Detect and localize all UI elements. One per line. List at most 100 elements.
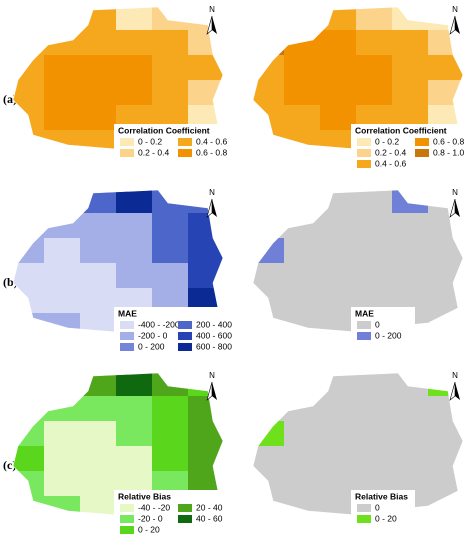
- map-cell: [356, 446, 393, 472]
- north-label: N: [452, 5, 458, 14]
- legend-label: -400 - -200: [138, 319, 180, 329]
- map-cell: [428, 263, 463, 289]
- legend: Relative Bias-40 - -20 20 - 40 -20 - 0 40 -…: [114, 490, 232, 539]
- legend-label: 0 - 0.2: [138, 136, 162, 146]
- map-cell: [284, 421, 321, 447]
- map-cell: [428, 421, 463, 447]
- map-cell: [80, 105, 117, 131]
- map-cell: [44, 55, 81, 81]
- legend-swatch: [357, 138, 371, 146]
- map-cell: [356, 396, 393, 422]
- map-cell: [320, 313, 357, 333]
- map-cell: [13, 130, 45, 150]
- map-cell: [44, 190, 81, 214]
- legend-label: 0 - 20: [138, 524, 160, 534]
- legend-label: -40 - -20: [138, 502, 170, 512]
- map-cell: [320, 130, 357, 150]
- panel-label: (c): [3, 458, 16, 472]
- map-cell: [392, 446, 429, 472]
- legend-swatch: [120, 332, 134, 340]
- north-arrow: [449, 15, 456, 35]
- map-cell: [188, 213, 223, 239]
- map-cell: [116, 238, 153, 264]
- map-cell: [392, 373, 429, 397]
- map-cell: [320, 288, 357, 314]
- north-arrow: [455, 16, 460, 34]
- map-cell: [428, 55, 463, 81]
- map-cell: [320, 496, 357, 516]
- legend-label: 0 - 200: [375, 330, 402, 340]
- map-cell: [80, 55, 117, 81]
- north-arrow: [455, 382, 460, 400]
- map-cell: [428, 288, 463, 314]
- map-cell: [284, 190, 321, 214]
- map-cell: [188, 80, 223, 106]
- map-cell: [13, 288, 45, 314]
- map-cell: [356, 263, 393, 289]
- map-cell: [44, 105, 81, 131]
- map-cell: [392, 30, 429, 56]
- map-cell: [80, 80, 117, 106]
- north-arrow: [206, 198, 213, 218]
- legend-label: 0.4 - 0.6: [375, 158, 406, 168]
- map-cell: [392, 80, 429, 106]
- map-cell: [320, 105, 357, 131]
- map-cell: [392, 213, 429, 239]
- north-arrow: [455, 199, 460, 217]
- map-cell: [253, 263, 285, 289]
- legend-swatch: [120, 138, 134, 146]
- legend-swatch: [415, 149, 429, 157]
- legend-label: 0.6 - 0.8: [433, 136, 464, 146]
- legend-title: Correlation Coefficient: [118, 125, 210, 135]
- map-cell: [356, 421, 393, 447]
- map-cell: [13, 238, 45, 264]
- legend-label: 200 - 400: [196, 319, 232, 329]
- map-cell: [152, 373, 189, 397]
- map-cell: [284, 213, 321, 239]
- legend-swatch: [120, 149, 134, 157]
- map-cell: [253, 496, 285, 516]
- map-cell: [428, 373, 463, 397]
- legend-swatch: [357, 515, 371, 523]
- legend-swatch: [120, 515, 134, 523]
- north-label: N: [209, 5, 215, 14]
- map-cell: [116, 263, 153, 289]
- map-cell: [320, 421, 357, 447]
- north-arrow: [212, 199, 217, 217]
- map-cell: [80, 471, 117, 497]
- map-cell: [80, 263, 117, 289]
- map-cell: [253, 446, 285, 472]
- legend-label: 400 - 600: [196, 330, 232, 340]
- map-cell: [320, 213, 357, 239]
- legend-label: 0 - 0.2: [375, 136, 399, 146]
- map-cell: [44, 471, 81, 497]
- map-cell: [392, 190, 429, 214]
- map-cell: [44, 288, 81, 314]
- map-cell: [188, 30, 223, 56]
- map-cell: [116, 190, 153, 214]
- map-cell: [320, 238, 357, 264]
- map-cell: [44, 238, 81, 264]
- map-cell: [13, 496, 45, 516]
- map-cell: [284, 130, 321, 150]
- map-cell: [44, 263, 81, 289]
- map-cell: [356, 30, 393, 56]
- map-cell: [253, 105, 285, 131]
- map-cell: [320, 30, 357, 56]
- legend-title: MAE: [118, 308, 137, 318]
- map-cell: [253, 30, 285, 56]
- legend-swatch: [357, 332, 371, 340]
- map-cell: [44, 30, 81, 56]
- north-label: N: [452, 188, 458, 197]
- map-cell: [13, 373, 45, 397]
- map-cell: [428, 238, 463, 264]
- legend-swatch: [178, 515, 192, 523]
- legend-swatch: [178, 343, 192, 351]
- map-cell: [320, 446, 357, 472]
- map-cell: [320, 190, 357, 214]
- map-cell: [253, 471, 285, 497]
- map-cell: [392, 263, 429, 289]
- map-cell: [44, 7, 81, 31]
- map-cell: [80, 238, 117, 264]
- map-cell: [392, 238, 429, 264]
